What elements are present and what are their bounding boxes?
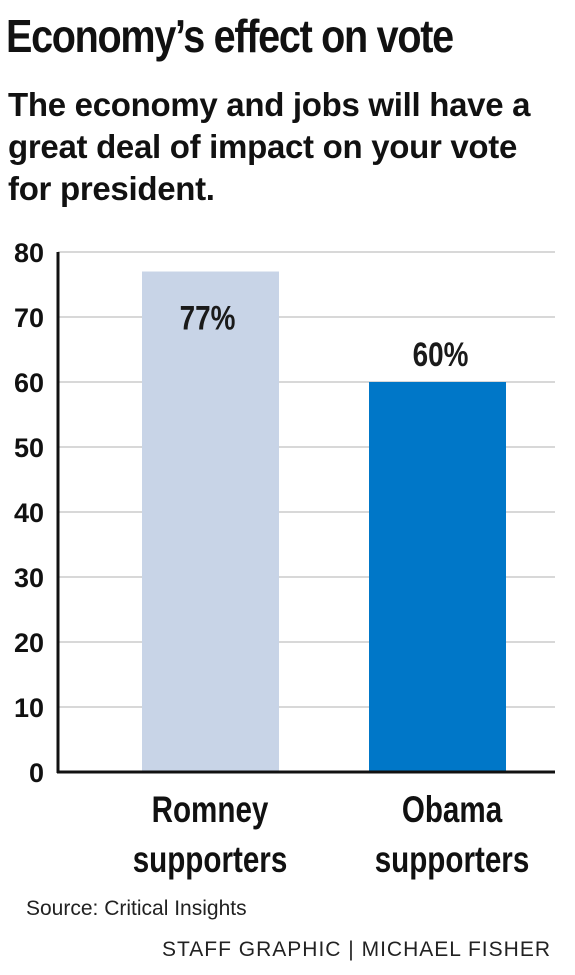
- y-tick-label: 30: [14, 563, 44, 593]
- graphic-credit: STAFF GRAPHIC | MICHAEL FISHER: [162, 938, 551, 961]
- data-label: 60%: [413, 335, 469, 373]
- x-tick-label: supporters: [375, 840, 530, 881]
- x-tick-label: supporters: [133, 840, 288, 881]
- y-tick-label: 20: [14, 628, 44, 658]
- x-tick-label: Obama: [402, 790, 503, 831]
- y-tick-label: 10: [14, 693, 44, 723]
- x-tick-label: Romney: [152, 790, 269, 831]
- source-note: Source: Critical Insights: [26, 897, 247, 920]
- y-tick-label: 60: [14, 368, 44, 398]
- y-tick-label: 80: [14, 238, 44, 268]
- y-tick-label: 40: [14, 498, 44, 528]
- y-tick-label: 50: [14, 433, 44, 463]
- y-tick-label: 70: [14, 303, 44, 333]
- bar: [369, 382, 506, 772]
- data-label: 77%: [180, 299, 236, 337]
- y-tick-label: 0: [29, 758, 44, 788]
- chart-title: Economy’s effect on vote: [6, 10, 454, 62]
- bar: [142, 271, 279, 772]
- chart-subtitle: The economy and jobs will have a great d…: [8, 86, 531, 207]
